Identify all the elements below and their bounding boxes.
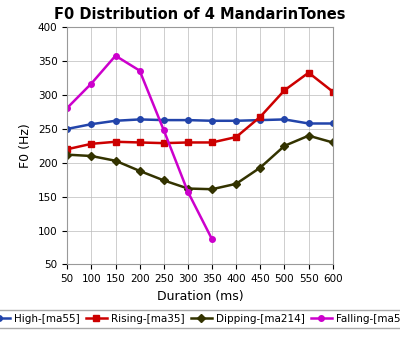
Dipping-[ma214] — [186, 186, 190, 191]
Dipping-[ma214] — [65, 153, 70, 157]
Falling-[ma51] — [113, 54, 118, 58]
Dipping-[ma214] — [113, 159, 118, 163]
Rising-[ma35] — [306, 71, 311, 75]
Title: F0 Distribution of 4 MandarinTones: F0 Distribution of 4 MandarinTones — [54, 7, 346, 22]
Rising-[ma35] — [186, 140, 190, 144]
Dipping-[ma214] — [234, 182, 239, 186]
Dipping-[ma214] — [210, 187, 214, 191]
High-[ma55] — [258, 118, 263, 122]
Rising-[ma35] — [65, 147, 70, 151]
High-[ma55] — [210, 119, 214, 123]
Line: High-[ma55]: High-[ma55] — [64, 117, 336, 132]
High-[ma55] — [113, 119, 118, 123]
Falling-[ma51] — [186, 190, 190, 194]
Dipping-[ma214] — [282, 144, 287, 148]
Falling-[ma51] — [137, 68, 142, 73]
X-axis label: Duration (ms): Duration (ms) — [157, 290, 243, 303]
Falling-[ma51] — [210, 237, 214, 241]
High-[ma55] — [137, 117, 142, 121]
Line: Rising-[ma35]: Rising-[ma35] — [64, 70, 336, 152]
Line: Dipping-[ma214]: Dipping-[ma214] — [64, 133, 336, 192]
High-[ma55] — [234, 119, 239, 123]
High-[ma55] — [282, 117, 287, 121]
Rising-[ma35] — [210, 140, 214, 144]
Dipping-[ma214] — [306, 134, 311, 138]
Rising-[ma35] — [330, 89, 335, 94]
High-[ma55] — [65, 127, 70, 131]
Falling-[ma51] — [161, 128, 166, 132]
Falling-[ma51] — [89, 81, 94, 85]
Falling-[ma51] — [65, 106, 70, 110]
High-[ma55] — [161, 118, 166, 122]
High-[ma55] — [186, 118, 190, 122]
Dipping-[ma214] — [137, 169, 142, 173]
Rising-[ma35] — [113, 140, 118, 144]
Rising-[ma35] — [161, 141, 166, 145]
Y-axis label: F0 (Hz): F0 (Hz) — [19, 123, 32, 168]
Line: Falling-[ma51]: Falling-[ma51] — [64, 53, 215, 242]
High-[ma55] — [330, 121, 335, 125]
Rising-[ma35] — [258, 115, 263, 119]
Dipping-[ma214] — [89, 154, 94, 158]
Rising-[ma35] — [89, 142, 94, 146]
Rising-[ma35] — [137, 140, 142, 144]
Dipping-[ma214] — [258, 165, 263, 170]
Dipping-[ma214] — [330, 140, 335, 144]
Dipping-[ma214] — [161, 178, 166, 182]
Rising-[ma35] — [234, 135, 239, 139]
High-[ma55] — [306, 121, 311, 125]
Legend: High-[ma55], Rising-[ma35], Dipping-[ma214], Falling-[ma51]: High-[ma55], Rising-[ma35], Dipping-[ma2… — [0, 310, 400, 328]
High-[ma55] — [89, 122, 94, 126]
Rising-[ma35] — [282, 88, 287, 92]
